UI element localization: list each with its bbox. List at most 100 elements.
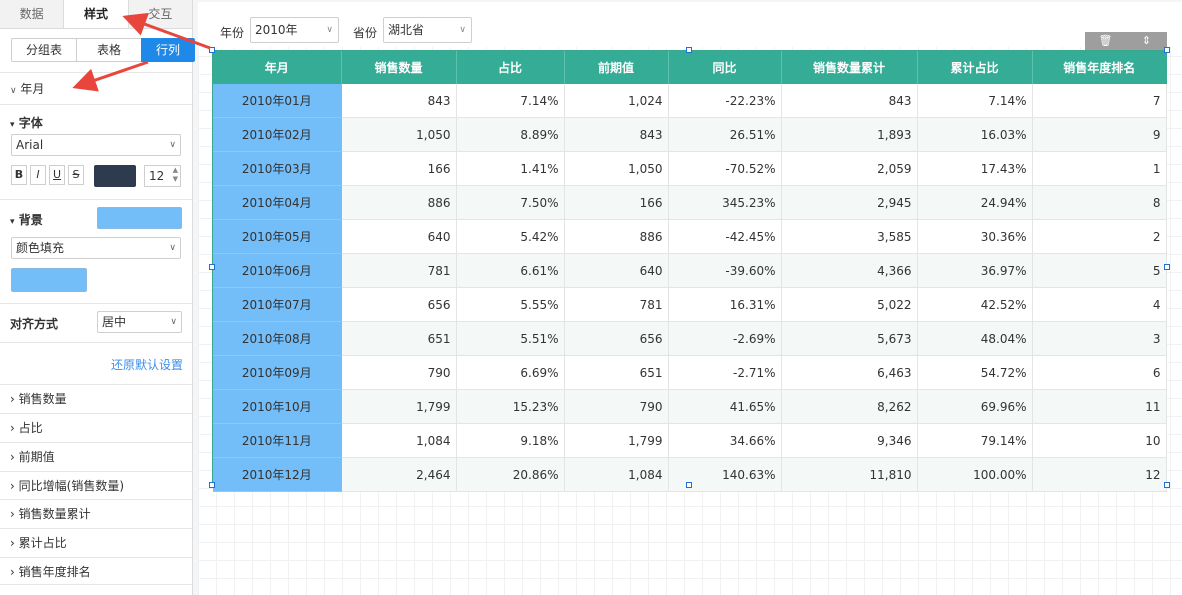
table-cell[interactable]: 843 [341,84,457,118]
table-cell[interactable]: 886 [564,219,669,254]
font-family-select[interactable]: Arial ∨ [11,134,181,156]
row-header-cell[interactable]: 2010年09月 [213,355,342,390]
table-cell[interactable]: 651 [341,321,457,356]
table-cell[interactable]: 30.36% [917,219,1033,254]
field-section-yearmonth[interactable]: ∨ 年月 [10,80,44,97]
table-cell[interactable]: 69.96% [917,389,1033,424]
field-item-cumulative-ratio[interactable]: › 累计占比 [0,528,192,556]
resize-handle[interactable] [686,482,692,488]
table-cell[interactable]: 6 [1032,355,1167,390]
table-cell[interactable]: 16.03% [917,117,1033,152]
tab-data[interactable]: 数据 [0,0,65,28]
table-cell[interactable]: 843 [564,117,669,152]
table-cell[interactable]: 9.18% [456,423,565,458]
table-row[interactable]: 2010年08月 651 5.51% 656 -2.69% 5,673 48.04% 3 [213,321,1167,356]
header-prior[interactable]: 前期值 [564,51,669,84]
table-cell[interactable]: 7.50% [456,185,565,220]
move-icon[interactable]: ⇕ [1141,34,1152,47]
table-cell[interactable]: 2,464 [341,457,457,492]
table-cell[interactable]: -22.23% [668,84,782,118]
header-yearmonth[interactable]: 年月 [213,51,342,84]
table-cell[interactable]: 1 [1032,151,1167,186]
table-cell[interactable]: 2 [1032,219,1167,254]
table-cell[interactable]: 4 [1032,287,1167,322]
field-item-prior[interactable]: › 前期值 [0,442,192,470]
tab-interaction[interactable]: 交互 [128,0,192,28]
row-header-cell[interactable]: 2010年06月 [213,253,342,288]
table-cell[interactable]: 7.14% [456,84,565,118]
table-cell[interactable]: 1,050 [564,151,669,186]
segment-row-column[interactable]: 行列 [141,38,195,62]
row-header-cell[interactable]: 2010年03月 [213,151,342,186]
row-header-cell[interactable]: 2010年04月 [213,185,342,220]
row-header-cell[interactable]: 2010年02月 [213,117,342,152]
table-cell[interactable]: 3 [1032,321,1167,356]
fill-color-swatch[interactable] [11,268,87,292]
table-cell[interactable]: 1,799 [564,423,669,458]
table-cell[interactable]: -39.60% [668,253,782,288]
strikethrough-button[interactable]: S [68,165,84,185]
table-component[interactable]: 年月 销售数量 占比 前期值 同比 销售数量累计 累计占比 销售年度排名 201… [212,50,1167,492]
table-cell[interactable]: 1.41% [456,151,565,186]
table-cell[interactable]: 9 [1032,117,1167,152]
header-yoy[interactable]: 同比 [668,51,782,84]
resize-handle[interactable] [1164,264,1170,270]
table-cell[interactable]: 11,810 [781,457,918,492]
table-cell[interactable]: 8 [1032,185,1167,220]
header-cumulative[interactable]: 销售数量累计 [781,51,918,84]
table-cell[interactable]: 790 [564,389,669,424]
table-row[interactable]: 2010年05月 640 5.42% 886 -42.45% 3,585 30.36% 2 [213,219,1167,254]
field-item-sales-qty[interactable]: › 销售数量 [0,384,192,412]
table-cell[interactable]: 9,346 [781,423,918,458]
table-cell[interactable]: 5 [1032,253,1167,288]
table-cell[interactable]: 26.51% [668,117,782,152]
table-cell[interactable]: 843 [781,84,918,118]
table-cell[interactable]: 6.69% [456,355,565,390]
italic-button[interactable]: I [30,165,46,185]
table-cell[interactable]: 7.14% [917,84,1033,118]
segment-group-table[interactable]: 分组表 [11,38,77,62]
align-select[interactable]: 居中 ∨ [97,311,182,333]
table-cell[interactable]: 12 [1032,457,1167,492]
font-color-swatch[interactable] [94,165,136,187]
table-cell[interactable]: -2.71% [668,355,782,390]
table-cell[interactable]: 8.89% [456,117,565,152]
table-cell[interactable]: 7 [1032,84,1167,118]
table-cell[interactable]: 1,050 [341,117,457,152]
table-cell[interactable]: 79.14% [917,423,1033,458]
table-cell[interactable]: 42.52% [917,287,1033,322]
table-cell[interactable]: 640 [341,219,457,254]
resize-handle[interactable] [1164,47,1170,53]
background-color-swatch[interactable] [97,207,182,229]
table-cell[interactable]: 886 [341,185,457,220]
table-cell[interactable]: 41.65% [668,389,782,424]
table-row[interactable]: 2010年02月 1,050 8.89% 843 26.51% 1,893 16.03% 9 [213,117,1167,152]
table-cell[interactable]: 4,366 [781,253,918,288]
table-cell[interactable]: 781 [341,253,457,288]
field-item-yoy[interactable]: › 同比增幅(销售数量) [0,471,192,499]
resize-handle[interactable] [209,47,215,53]
table-cell[interactable]: 5.55% [456,287,565,322]
table-row[interactable]: 2010年09月 790 6.69% 651 -2.71% 6,463 54.72% 6 [213,355,1167,390]
table-cell[interactable]: 15.23% [456,389,565,424]
table-cell[interactable]: 5,673 [781,321,918,356]
row-header-cell[interactable]: 2010年08月 [213,321,342,356]
table-row[interactable]: 2010年04月 886 7.50% 166 345.23% 2,945 24.94% 8 [213,185,1167,220]
table-row[interactable]: 2010年01月 843 7.14% 1,024 -22.23% 843 7.14% 7 [213,84,1167,118]
table-cell[interactable]: 2,945 [781,185,918,220]
segment-table[interactable]: 表格 [76,38,142,62]
table-cell[interactable]: 3,585 [781,219,918,254]
table-row[interactable]: 2010年10月 1,799 15.23% 790 41.65% 8,262 69.96% 1… [213,389,1167,424]
table-cell[interactable]: 54.72% [917,355,1033,390]
table-cell[interactable]: 5.51% [456,321,565,356]
table-cell[interactable]: 24.94% [917,185,1033,220]
table-cell[interactable]: -70.52% [668,151,782,186]
resize-handle[interactable] [209,482,215,488]
table-cell[interactable]: 1,893 [781,117,918,152]
table-cell[interactable]: 11 [1032,389,1167,424]
table-cell[interactable]: -2.69% [668,321,782,356]
table-cell[interactable]: 790 [341,355,457,390]
table-cell[interactable]: 8,262 [781,389,918,424]
table-cell[interactable]: 5,022 [781,287,918,322]
table-cell[interactable]: -42.45% [668,219,782,254]
